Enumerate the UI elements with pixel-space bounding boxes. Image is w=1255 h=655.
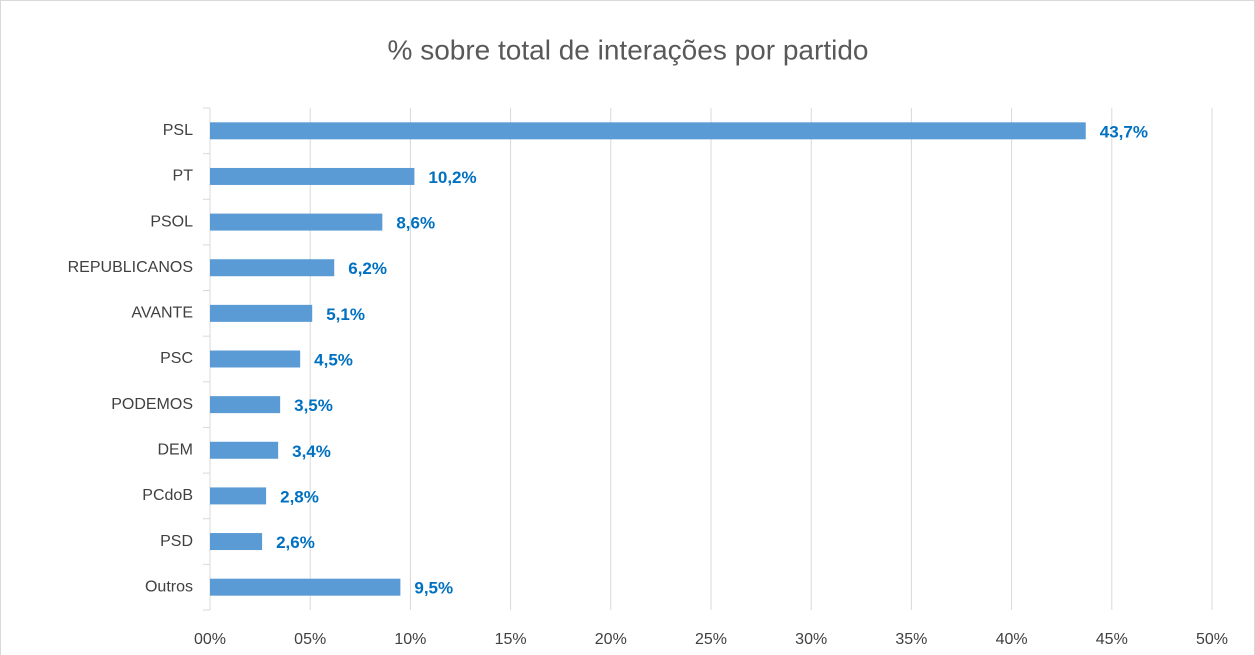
bar <box>210 487 267 505</box>
x-tick-label: 45% <box>1096 631 1128 648</box>
x-tick-label: 30% <box>795 631 827 648</box>
bar <box>210 396 281 414</box>
value-label: 9,5% <box>414 579 453 598</box>
value-label: 4,5% <box>314 350 353 369</box>
y-tick-label: PCdoB <box>142 487 193 504</box>
x-tick-label: 15% <box>495 631 527 648</box>
y-tick-label: PSD <box>160 533 193 550</box>
x-tick-label: 40% <box>996 631 1028 648</box>
bar <box>210 304 313 322</box>
y-tick-label: AVANTE <box>131 305 193 322</box>
x-tick-label: 50% <box>1196 631 1228 648</box>
x-tick-label: 20% <box>595 631 627 648</box>
value-label: 5,1% <box>326 305 365 324</box>
y-tick-label: Outros <box>145 578 193 595</box>
bar <box>210 122 1086 140</box>
y-tick-label: PSC <box>160 350 193 367</box>
x-tick-label: 35% <box>895 631 927 648</box>
y-tick-label: PT <box>173 168 194 185</box>
bar <box>210 441 279 459</box>
value-label: 6,2% <box>348 259 387 278</box>
x-tick-label: 05% <box>294 631 326 648</box>
y-tick-label: DEM <box>157 441 193 458</box>
value-label: 10,2% <box>428 168 476 187</box>
value-label: 3,5% <box>294 396 333 415</box>
bar <box>210 350 301 368</box>
bar <box>210 213 383 231</box>
x-tick-label: 00% <box>194 631 226 648</box>
y-tick-label: PSOL <box>150 213 193 230</box>
chart-title: % sobre total de interações por partido <box>388 34 869 65</box>
bar <box>210 259 335 277</box>
value-label: 43,7% <box>1100 122 1148 141</box>
bar <box>210 578 401 596</box>
value-label: 2,8% <box>280 487 319 506</box>
y-tick-label: REPUBLICANOS <box>68 259 193 276</box>
x-tick-label: 10% <box>394 631 426 648</box>
y-tick-label: PSL <box>163 122 193 139</box>
y-tick-label: PODEMOS <box>111 396 193 413</box>
value-label: 3,4% <box>292 442 331 461</box>
value-label: 2,6% <box>276 533 315 552</box>
x-tick-label: 25% <box>695 631 727 648</box>
bar <box>210 167 415 185</box>
bar <box>210 533 263 551</box>
value-label: 8,6% <box>396 214 435 233</box>
